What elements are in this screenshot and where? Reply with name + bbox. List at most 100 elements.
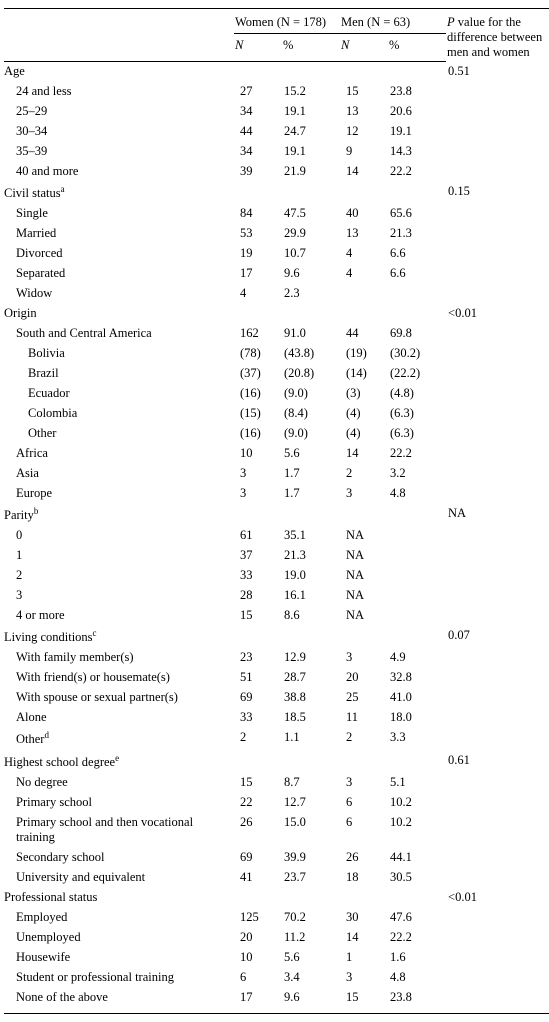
- women-n: 61: [234, 526, 282, 546]
- table-row: Primary school2212.7610.2: [4, 792, 549, 812]
- men-n: 44: [340, 324, 388, 344]
- women-pct: [282, 182, 340, 204]
- men-pct: [388, 566, 446, 586]
- row-label: 3: [4, 586, 234, 606]
- men-n: [340, 61, 388, 82]
- women-pct: 15.2: [282, 82, 340, 102]
- men-n: 15: [340, 82, 388, 102]
- section-header-label: Professional status: [4, 887, 234, 907]
- row-label: Primary school: [4, 792, 234, 812]
- men-n: 6: [340, 812, 388, 847]
- women-pct: 18.5: [282, 708, 340, 728]
- men-n: 30: [340, 907, 388, 927]
- row-label: Married: [4, 224, 234, 244]
- p-value: 0.51: [446, 61, 549, 82]
- women-pct: [282, 304, 340, 324]
- women-pct: [282, 61, 340, 82]
- row-label: 0: [4, 526, 234, 546]
- women-pct: 9.6: [282, 987, 340, 1013]
- row-label: 40 and more: [4, 162, 234, 182]
- women-n: [234, 626, 282, 648]
- p-value: <0.01: [446, 887, 549, 907]
- men-pct: 69.8: [388, 324, 446, 344]
- women-n: 10: [234, 444, 282, 464]
- women-n: 34: [234, 102, 282, 122]
- table-body: Age0.5124 and less2715.21523.825–293419.…: [4, 61, 549, 1013]
- table-row: 35–393419.1914.3: [4, 142, 549, 162]
- row-label: Employed: [4, 907, 234, 927]
- women-pct: 39.9: [282, 847, 340, 867]
- men-pct: 20.6: [388, 102, 446, 122]
- men-pct: 22.2: [388, 927, 446, 947]
- men-n: 2: [340, 728, 388, 750]
- women-pct: 8.7: [282, 772, 340, 792]
- women-n: 27: [234, 82, 282, 102]
- women-pct: (9.0): [282, 424, 340, 444]
- women-n: 3: [234, 484, 282, 504]
- table-row: 25–293419.11320.6: [4, 102, 549, 122]
- women-pct: 1.7: [282, 464, 340, 484]
- women-n: 33: [234, 566, 282, 586]
- men-n: 14: [340, 162, 388, 182]
- women-n: (37): [234, 364, 282, 384]
- table-row: Student or professional training63.434.8: [4, 967, 549, 987]
- men-n: 25: [340, 688, 388, 708]
- women-pct: 15.0: [282, 812, 340, 847]
- women-pct: 21.9: [282, 162, 340, 182]
- men-pct: (22.2): [388, 364, 446, 384]
- men-pct: 23.8: [388, 987, 446, 1013]
- men-n: 14: [340, 927, 388, 947]
- p-value: [446, 566, 549, 586]
- footnote-marker: d: [44, 730, 49, 740]
- row-label: 25–29: [4, 102, 234, 122]
- p-value: [446, 546, 549, 566]
- table-row: Bolivia(78)(43.8)(19)(30.2): [4, 344, 549, 364]
- p-value: [446, 484, 549, 504]
- row-label: Ecuador: [4, 384, 234, 404]
- p-value: [446, 606, 549, 626]
- p-value: [446, 648, 549, 668]
- women-pct: 70.2: [282, 907, 340, 927]
- men-n: 26: [340, 847, 388, 867]
- men-pct: [388, 182, 446, 204]
- footnote-marker: a: [61, 184, 65, 194]
- table-row: Colombia(15)(8.4)(4)(6.3): [4, 404, 549, 424]
- men-n: [340, 304, 388, 324]
- men-n: 1: [340, 947, 388, 967]
- row-label: South and Central America: [4, 324, 234, 344]
- men-pct: 6.6: [388, 264, 446, 284]
- men-pct: 18.0: [388, 708, 446, 728]
- row-label: Separated: [4, 264, 234, 284]
- p-value: [446, 772, 549, 792]
- women-n: 39: [234, 162, 282, 182]
- women-n: 15: [234, 606, 282, 626]
- men-n: 14: [340, 444, 388, 464]
- men-pct: 22.2: [388, 444, 446, 464]
- men-pct: [388, 284, 446, 304]
- p-value: [446, 907, 549, 927]
- p-value: [446, 364, 549, 384]
- table-row: South and Central America16291.04469.8: [4, 324, 549, 344]
- men-pct: 47.6: [388, 907, 446, 927]
- women-pct: 35.1: [282, 526, 340, 546]
- p-value: [446, 668, 549, 688]
- men-n: 3: [340, 772, 388, 792]
- row-label: 35–39: [4, 142, 234, 162]
- men-n: 15: [340, 987, 388, 1013]
- table-row: Married5329.91321.3: [4, 224, 549, 244]
- row-label: Otherd: [4, 728, 234, 750]
- men-pct: [388, 546, 446, 566]
- row-label: 1: [4, 546, 234, 566]
- women-n: 22: [234, 792, 282, 812]
- women-n: 84: [234, 204, 282, 224]
- women-pct: [282, 626, 340, 648]
- row-label: 24 and less: [4, 82, 234, 102]
- men-pct: 30.5: [388, 867, 446, 887]
- row-label: With friend(s) or housemate(s): [4, 668, 234, 688]
- women-n: 17: [234, 264, 282, 284]
- women-n: 10: [234, 947, 282, 967]
- women-pct: 47.5: [282, 204, 340, 224]
- men-n: 4: [340, 244, 388, 264]
- women-pct: 23.7: [282, 867, 340, 887]
- women-pct: 19.1: [282, 142, 340, 162]
